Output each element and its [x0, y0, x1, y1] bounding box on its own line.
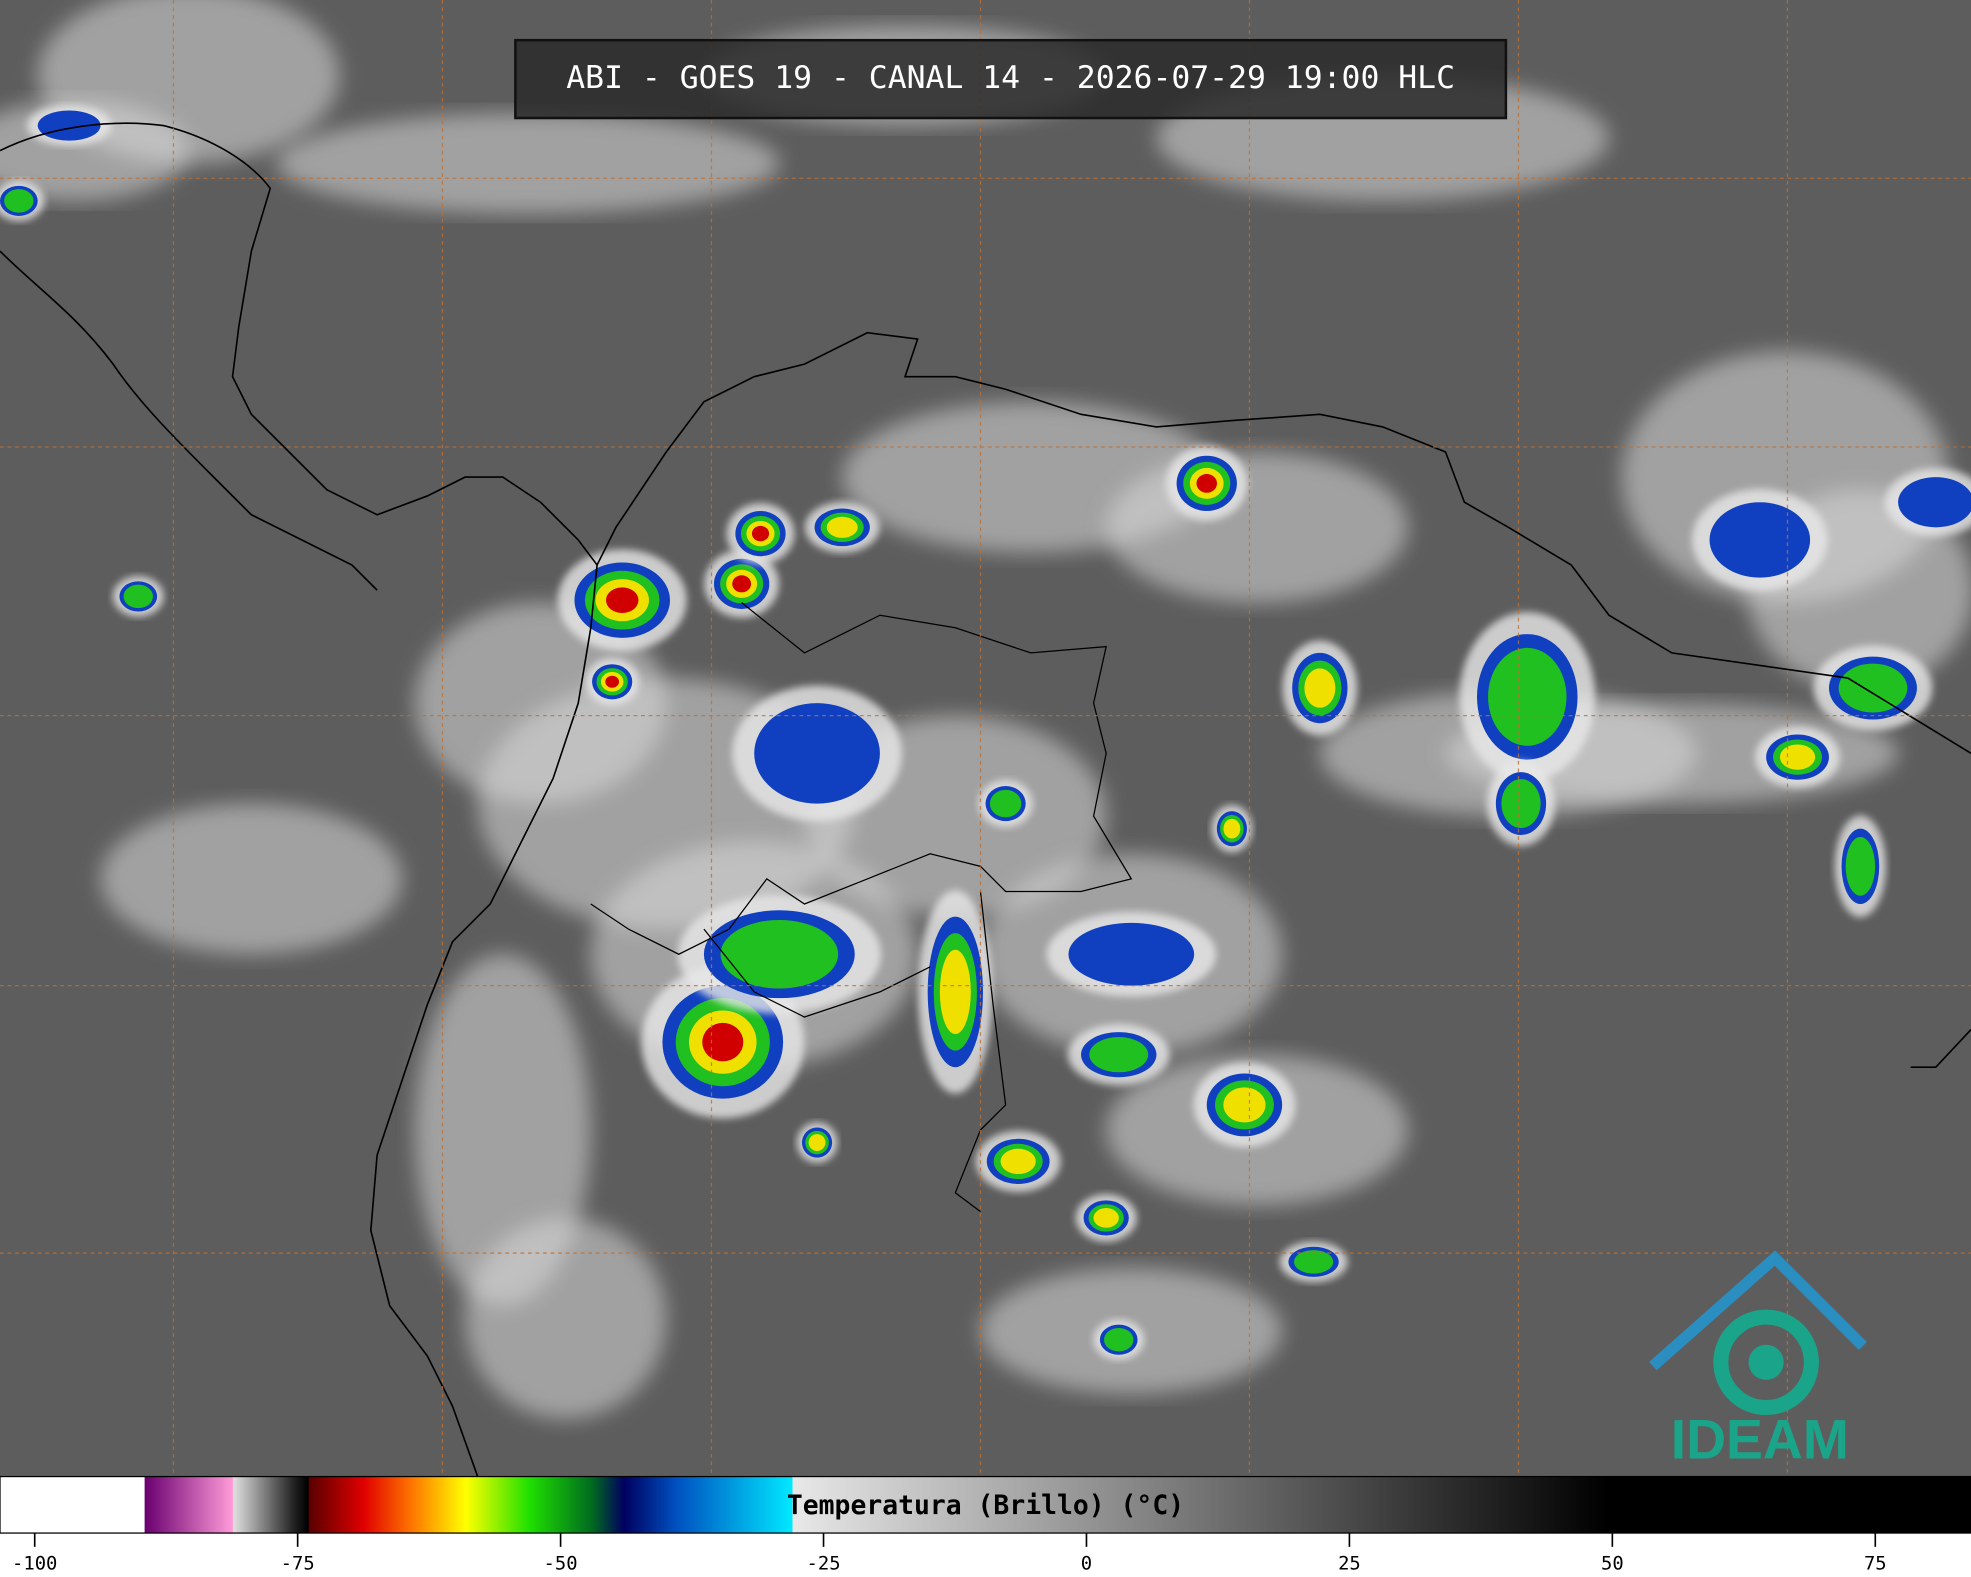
tick-label: -25 [807, 1553, 841, 1574]
cloud [414, 954, 591, 1306]
colorbar-ticks: -100 -75 -50 -25 0 25 50 75 [12, 1533, 1887, 1574]
convective-cell [1223, 1087, 1266, 1123]
logo-roof [1649, 1250, 1867, 1371]
convective-cell [37, 110, 101, 141]
convective-cell [4, 189, 34, 213]
convective-cell [1104, 1327, 1134, 1352]
convective-cell [732, 575, 752, 593]
convective-cell [702, 1022, 744, 1062]
cloud [100, 803, 403, 955]
convective-cell [605, 675, 620, 688]
convective-cell [1089, 1037, 1149, 1073]
convective-cell [1093, 1208, 1119, 1228]
convective-cell [939, 949, 971, 1035]
convective-cell [123, 584, 153, 609]
convective-cell [1501, 779, 1541, 829]
convective-cell [751, 525, 770, 542]
convective-cell [1838, 663, 1908, 713]
convective-cell [989, 789, 1022, 818]
cloud-layer [0, 0, 1971, 1419]
coastlines [0, 122, 1971, 1477]
convective-cell [1196, 474, 1217, 493]
cloud [276, 113, 780, 214]
tick-label: 0 [1081, 1553, 1092, 1574]
convective-cell [808, 1134, 826, 1152]
logo-swirl [1713, 1309, 1819, 1416]
convective-cell [1293, 1250, 1334, 1274]
cloud [1106, 452, 1408, 603]
convective-cell [1488, 647, 1567, 746]
tick-label: 75 [1864, 1553, 1887, 1574]
convective-cell [1779, 744, 1816, 770]
logo-text: IDEAM [1671, 1409, 1849, 1471]
convective-cell [1000, 1148, 1036, 1175]
convective-cell [1898, 477, 1971, 528]
convective-cell [754, 703, 880, 804]
tick-label: -50 [544, 1553, 578, 1574]
convective-cell [1068, 922, 1195, 986]
title-box [514, 38, 1508, 120]
cloud [465, 1217, 667, 1419]
convective-cell [720, 919, 839, 989]
convective-cell [1223, 818, 1241, 839]
title: ABI - GOES 19 - CANAL 14 - 2026-07-29 19… [566, 60, 1455, 96]
colorbar-label: Temperatura (Brillo) (°C) [787, 1491, 1184, 1521]
convective-cell [605, 587, 639, 613]
tick-label: 50 [1601, 1553, 1624, 1574]
tick-label: -100 [12, 1553, 57, 1574]
convective-cell [826, 516, 858, 538]
logo: IDEAM [1649, 1250, 1867, 1471]
graticule [0, 0, 1971, 1477]
convective-cell [1709, 502, 1811, 578]
convective-cell [1304, 668, 1336, 708]
convective-cell [1845, 836, 1876, 896]
tick-label: 25 [1338, 1553, 1361, 1574]
tick-label: -75 [281, 1553, 315, 1574]
logo-eye [1748, 1344, 1784, 1380]
colorbar [0, 1475, 1971, 1534]
